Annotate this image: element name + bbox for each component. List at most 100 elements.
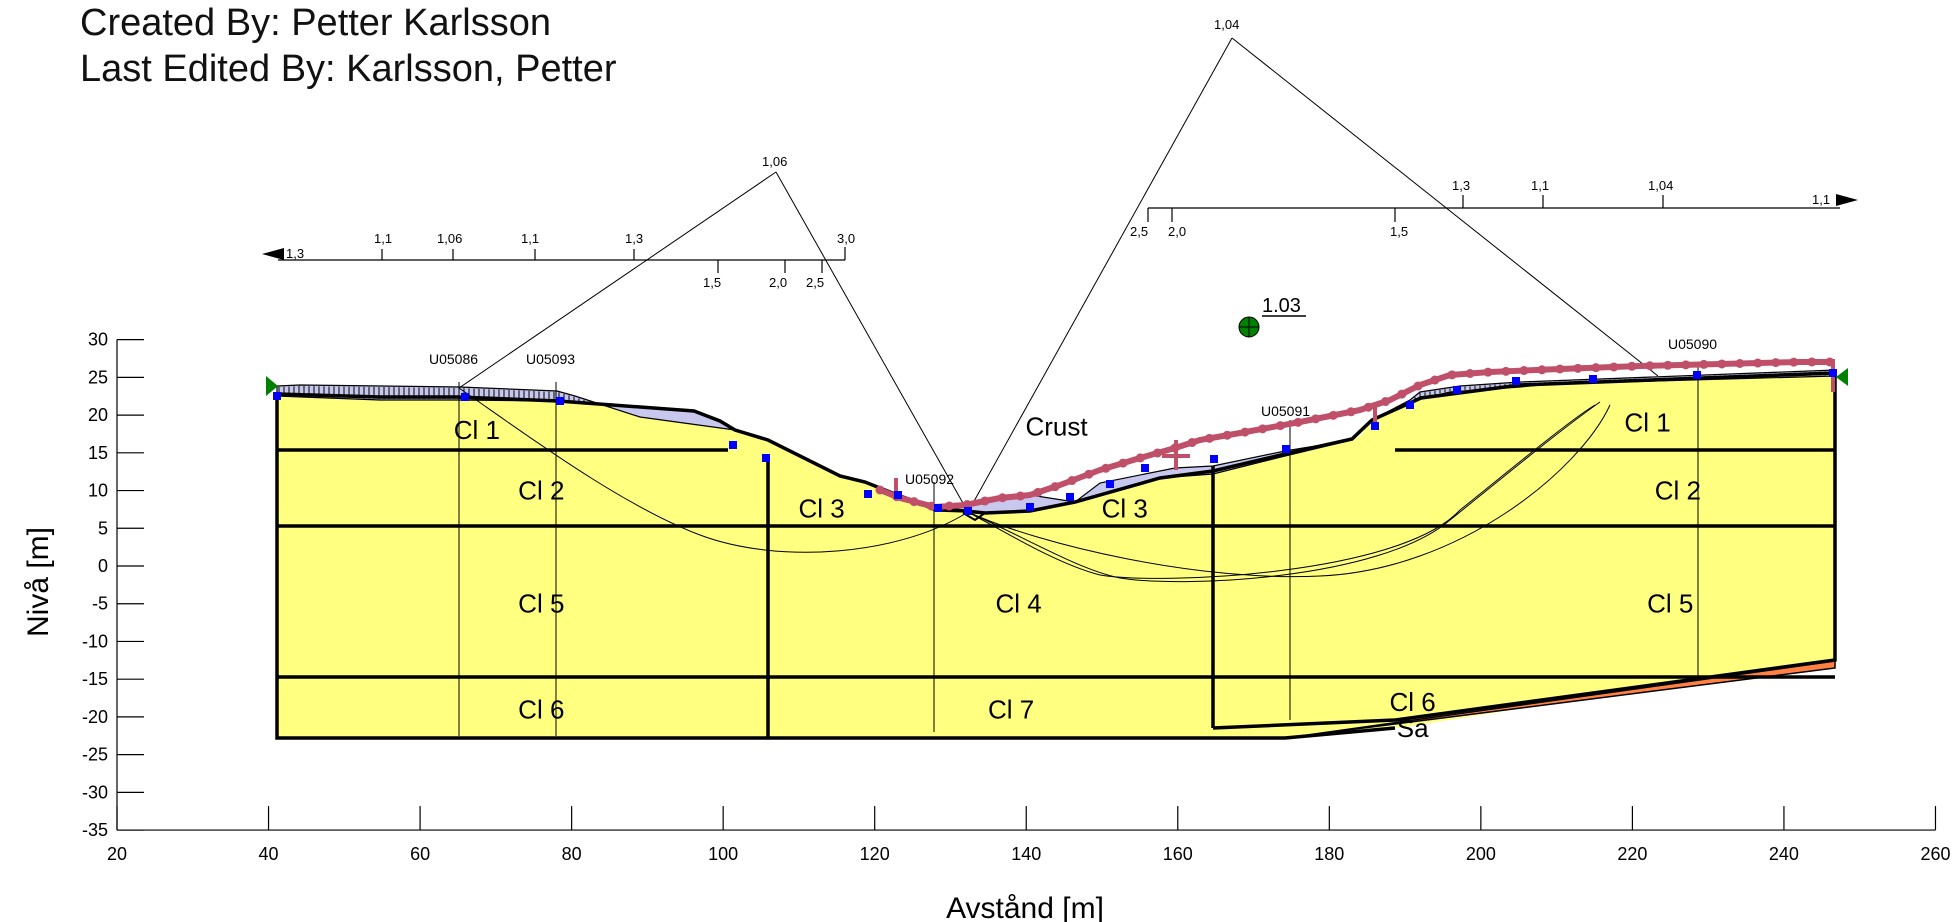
borehole-label: U05092 — [905, 471, 954, 487]
load-dot — [1430, 375, 1440, 385]
load-dot — [1519, 366, 1529, 376]
load-dot — [1222, 430, 1232, 440]
borehole-label: U05093 — [526, 351, 575, 367]
load-dot — [1275, 421, 1285, 431]
load-dot — [1101, 463, 1111, 473]
load-dot — [1240, 427, 1250, 437]
load-dot — [1501, 366, 1511, 376]
load-dot — [1627, 361, 1637, 371]
scale-left-label: 3,0 — [837, 231, 855, 246]
x-tick-label: 20 — [107, 844, 127, 864]
surface-point — [1693, 371, 1701, 379]
borehole-label: U05091 — [1261, 403, 1310, 419]
surface-point — [1829, 369, 1837, 377]
y-tick-label: 0 — [98, 556, 108, 576]
x-tick-label: 60 — [410, 844, 430, 864]
surface-point — [864, 490, 872, 498]
scale-left-arrow — [262, 248, 284, 260]
last-edited-text: Last Edited By: Karlsson, Petter — [80, 48, 617, 90]
y-tick-label: 20 — [88, 405, 108, 425]
layer-boundaries — [275, 371, 1837, 740]
scale-right-label: 1,5 — [1390, 224, 1408, 239]
load-dot — [1205, 433, 1215, 443]
surface-point — [461, 393, 469, 401]
load-dot — [1187, 438, 1197, 448]
x-tick-label: 240 — [1769, 844, 1799, 864]
load-dot — [1807, 357, 1817, 367]
scale-right-label: 1,04 — [1648, 178, 1673, 193]
y-tick-label: 10 — [88, 481, 108, 501]
surface-point — [1453, 386, 1461, 394]
surface-point — [1589, 375, 1597, 383]
load-dot — [1153, 448, 1163, 458]
load-dot — [909, 497, 919, 507]
surface-point — [1282, 445, 1290, 453]
surface-point — [934, 504, 942, 512]
scale-left-label: 2,5 — [806, 275, 824, 290]
load-dot — [1293, 417, 1303, 427]
x-tick-label: 160 — [1163, 844, 1193, 864]
surface-point — [556, 397, 564, 405]
layer-label: Cl 6 — [518, 694, 564, 724]
x-tick-label: 140 — [1011, 844, 1041, 864]
y-tick-label: 15 — [88, 443, 108, 463]
scale-left-label: 1,06 — [437, 231, 462, 246]
load-dot — [1717, 359, 1727, 369]
created-by-text: Created By: Petter Karlsson — [80, 2, 551, 44]
layer-label: Crust — [1025, 411, 1088, 441]
layer-label: Cl 3 — [799, 494, 845, 524]
borehole-label: U05090 — [1668, 336, 1717, 352]
load-dot — [1380, 397, 1390, 407]
scale-right-label: 1,1 — [1531, 178, 1549, 193]
surface-points — [273, 369, 1837, 515]
borehole-label: U05086 — [429, 351, 478, 367]
surface-point — [1406, 401, 1414, 409]
layer-label: Cl 5 — [518, 589, 564, 619]
safety-factor-label: 1.03 — [1262, 295, 1301, 317]
x-tick-label: 180 — [1314, 844, 1344, 864]
y-tick-label: 5 — [98, 518, 108, 538]
scale-left-label: 2,0 — [769, 275, 787, 290]
x-tick-label: 100 — [708, 844, 738, 864]
x-tick-label: 260 — [1920, 844, 1950, 864]
y-tick-label: -20 — [82, 707, 108, 727]
layer-label: Sa — [1397, 713, 1429, 743]
load-dot — [1413, 381, 1423, 391]
surface-point — [1106, 480, 1114, 488]
axes — [116, 339, 1937, 831]
load-dot — [1447, 370, 1457, 380]
surface-point — [1210, 455, 1218, 463]
scale-left-label: 1,1 — [374, 231, 392, 246]
load-dot — [1465, 368, 1475, 378]
surface-point — [1141, 464, 1149, 472]
load-dot — [1258, 424, 1268, 434]
scale-right-peak: 1,04 — [1214, 17, 1239, 32]
layer-label: Cl 5 — [1647, 589, 1693, 619]
scale-right-label: 1,3 — [1452, 178, 1470, 193]
surface-load-dots — [875, 357, 1835, 511]
fs-scale-right — [1147, 195, 1840, 222]
layer-label: Cl 2 — [518, 476, 564, 506]
x-tick-label: 200 — [1466, 844, 1496, 864]
y-tick-label: -30 — [82, 782, 108, 802]
soil-body — [277, 376, 1835, 738]
load-dot — [998, 493, 1008, 503]
critical-center-marker — [1238, 316, 1260, 338]
load-dot — [1346, 407, 1356, 417]
load-dot — [1699, 359, 1709, 369]
right-end-marker — [1836, 368, 1848, 386]
load-dot — [1753, 358, 1763, 368]
layer-label: Cl 1 — [1624, 408, 1670, 438]
scale-right-arrow — [1836, 194, 1858, 206]
load-dot — [1135, 453, 1145, 463]
load-dot — [1015, 491, 1025, 501]
y-tick-label: -25 — [82, 745, 108, 765]
load-dot — [1067, 476, 1077, 486]
y-tick-label: -15 — [82, 669, 108, 689]
load-dot — [962, 500, 972, 510]
y-axis-label: Nivå [m] — [22, 527, 55, 637]
layer-label: Cl 6 — [1390, 687, 1436, 717]
layer-label: Cl 4 — [996, 589, 1042, 619]
surface-point — [762, 454, 770, 462]
scale-left-label: 1,1 — [521, 231, 539, 246]
